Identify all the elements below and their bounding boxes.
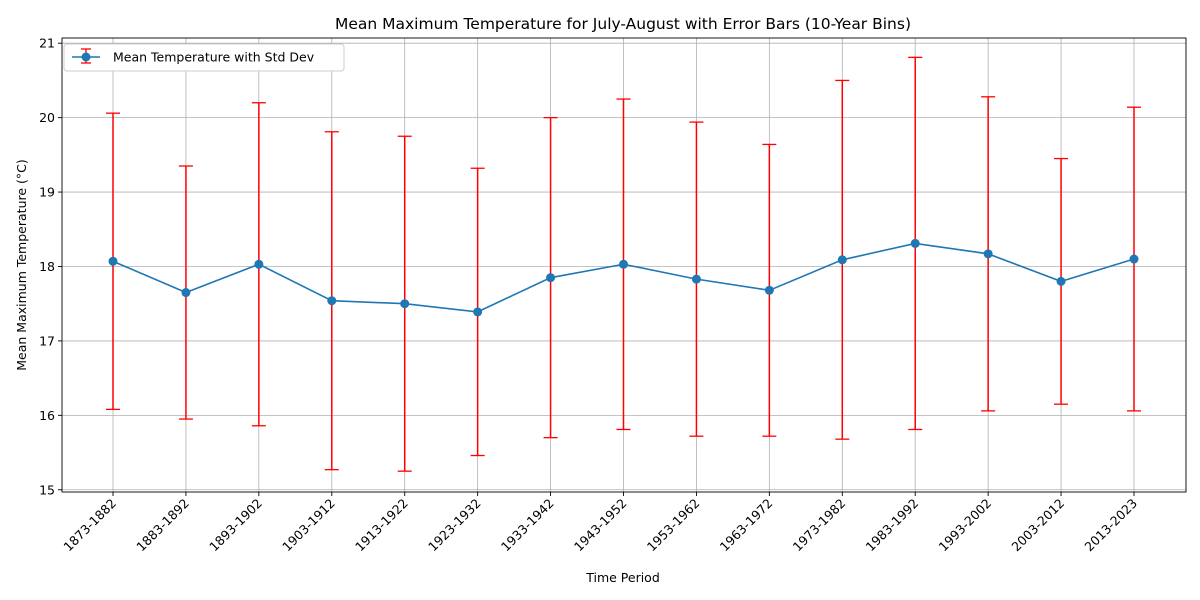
x-tick-label: 1933-1942 [498,496,557,555]
data-point [181,288,191,298]
x-tick-label: 1913-1922 [352,496,411,555]
data-point [254,259,264,269]
data-points [108,238,1139,317]
data-point [1129,254,1139,264]
x-ticks: 1873-1882 1883-1892 1893-1902 1903-1912 1913… [60,492,1140,554]
chart-title: Mean Maximum Temperature for July-August… [335,15,911,33]
data-point [546,273,556,283]
x-tick-label: 1883-1892 [133,496,192,555]
data-point [837,255,847,265]
x-tick-label: 1873-1882 [60,496,119,555]
x-tick-label: 1953-1962 [644,496,703,555]
x-tick-label: 2003-2012 [1008,496,1067,555]
legend-marker [81,52,91,62]
data-point [691,274,701,284]
y-tick-label: 18 [39,259,55,274]
x-tick-label: 1943-1952 [571,496,630,555]
data-point [910,238,920,248]
data-point [473,307,483,317]
plot-frame [61,37,1187,493]
data-point [764,285,774,295]
legend-box [63,43,345,72]
data-point [108,256,118,266]
x-tick-label: 1963-1972 [717,496,776,555]
data-point [619,259,628,269]
x-tick-label: 2013-2023 [1081,496,1140,555]
x-tick-label: 1903-1912 [279,496,338,555]
data-point [327,296,337,306]
y-tick-label: 16 [39,408,55,423]
x-tick-label: 1973-1982 [790,496,849,555]
x-tick-label: 1893-1902 [206,496,265,555]
x-axis-label: Time Period [585,570,660,585]
y-tick-label: 19 [39,185,55,200]
y-tick-label: 17 [39,333,55,348]
data-point [400,299,410,309]
x-tick-label: 1923-1932 [425,496,484,555]
data-point [1056,276,1066,286]
y-tick-label: 21 [39,36,55,51]
y-tick-label: 15 [39,482,55,497]
x-tick-label: 1983-1992 [863,496,922,555]
y-ticks: 15 16 17 18 19 20 21 [39,36,62,497]
legend-label: Mean Temperature with Std Dev [113,50,315,65]
x-tick-label: 1993-2002 [935,496,994,555]
y-tick-label: 20 [39,110,55,125]
legend: Mean Temperature with Std Dev [63,43,345,72]
y-axis-label: Mean Maximum Temperature (°C) [14,159,29,370]
data-point [983,249,993,259]
